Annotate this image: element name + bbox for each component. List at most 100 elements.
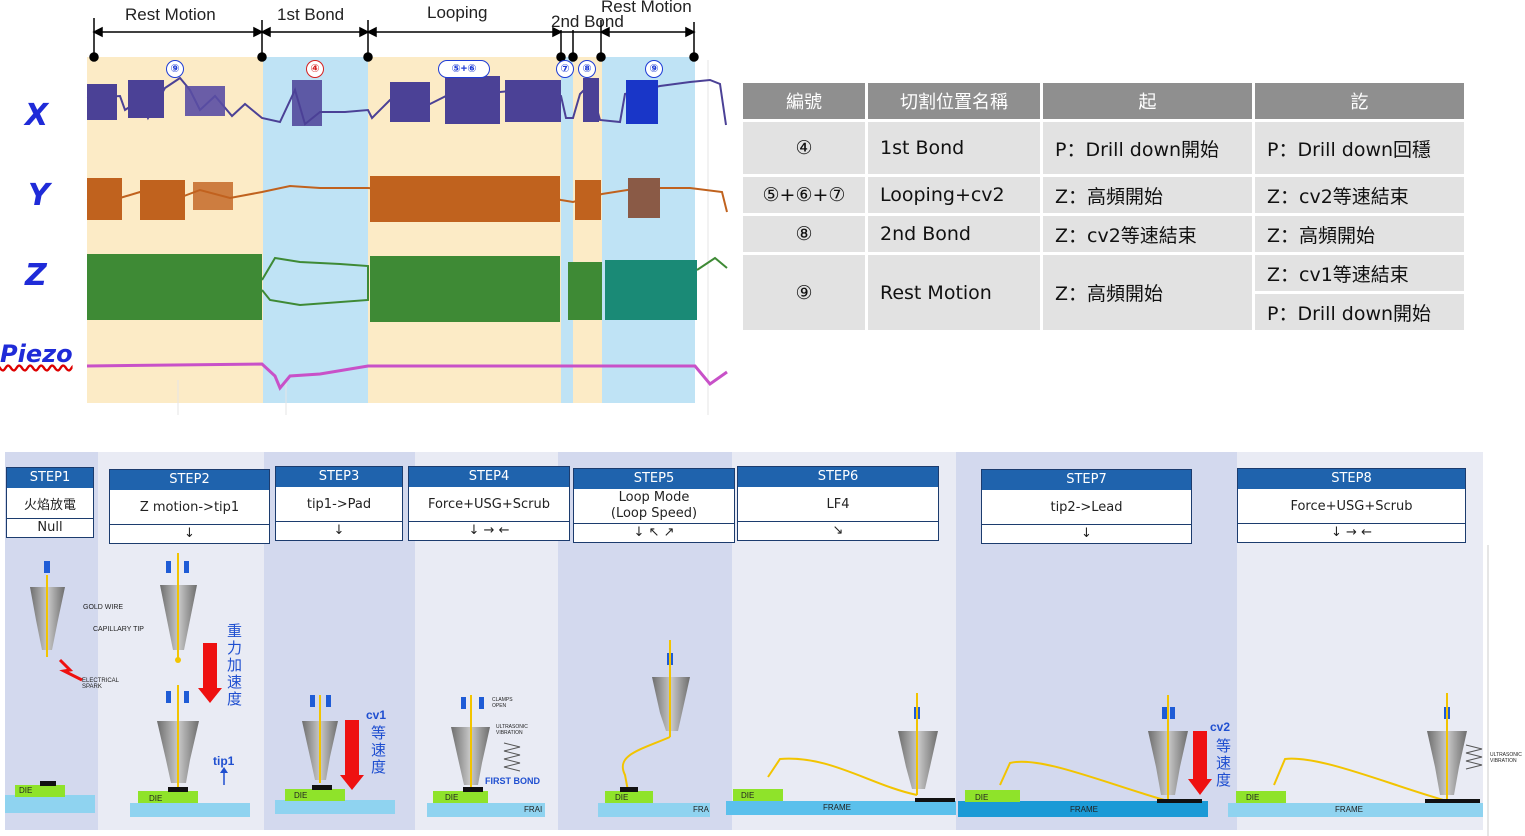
cell-name: 2nd Bond xyxy=(868,216,1040,252)
cell-end: Z：cv2等速結束 xyxy=(1255,177,1464,213)
label-const-speed-1: 等速度 xyxy=(369,725,387,776)
label-cv1: cv1 xyxy=(366,708,387,722)
step6-header: STEP6 xyxy=(738,467,938,487)
axis-label-z: Z xyxy=(25,258,47,293)
label-capillary-tip: CAPILLARY TIP xyxy=(93,626,144,633)
step5-desc: Loop Mode (Loop Speed) xyxy=(574,489,734,524)
label-frame-6: FRAME xyxy=(823,803,851,812)
label-cv2: cv2 xyxy=(1210,720,1231,734)
segment-label-looping: Looping xyxy=(427,3,488,22)
step1-desc: 火焰放電 xyxy=(7,488,93,519)
step5-header: STEP5 xyxy=(574,469,734,489)
cell-start: Z：高頻開始 xyxy=(1043,255,1252,330)
step4-diagram xyxy=(427,695,545,817)
label-die-1: DIE xyxy=(19,786,33,795)
step3-desc: tip1->Pad xyxy=(276,487,402,522)
axis-label-y: Y xyxy=(28,178,50,213)
cell-id: ⑤+⑥+⑦ xyxy=(743,177,865,213)
step6-diagram xyxy=(726,693,956,815)
signal-piezo xyxy=(86,362,728,391)
signal-z xyxy=(87,254,728,322)
label-gold-wire: GOLD WIRE xyxy=(83,604,124,611)
table-row: ⑧ 2nd Bond Z：cv2等速結束 Z：高頻開始 xyxy=(743,216,1464,252)
cell-start: Z：高頻開始 xyxy=(1043,177,1252,213)
cell-end: Z：cv1等速結束 xyxy=(1255,255,1464,291)
step1-box: STEP1 火焰放電 Null xyxy=(6,467,94,538)
label-ultrasonic: ULTRASONIC VIBRATION xyxy=(496,724,528,736)
signal-x xyxy=(86,76,727,126)
marker-8: ⑧ xyxy=(578,60,596,78)
cell-end: Z：高頻開始 xyxy=(1255,216,1464,252)
step2-diagram xyxy=(130,553,250,817)
table-row: ⑨ Rest Motion Z：高頻開始 Z：cv1等速結束 xyxy=(743,255,1464,330)
step7-diagram xyxy=(958,695,1212,817)
step4-box: STEP4 Force+USG+Scrub ↓ → ← xyxy=(408,466,570,541)
step1-diagram xyxy=(5,561,95,813)
step7-box: STEP7 tip2->Lead ↓ xyxy=(981,469,1192,544)
label-gravity: 重力加速度 xyxy=(225,623,243,708)
dimension-line xyxy=(89,18,699,62)
table-header-id: 編號 xyxy=(743,83,865,119)
table-row: ④ 1st Bond P：Drill down開始 P：Drill down回穩 xyxy=(743,122,1464,174)
label-electrical-spark: ELECTRICAL SPARK xyxy=(82,678,119,690)
step5-arrow: ↓ ↖ ↗ xyxy=(633,525,675,540)
label-frame-7: FRAME xyxy=(1070,805,1098,814)
step8-arrow: ↓ → ← xyxy=(1331,525,1372,540)
cut-position-table: 編號 切割位置名稱 起 訖 ④ 1st Bond P：Drill down開始 … xyxy=(740,80,1467,333)
cell-end-2: P：Drill down開始 xyxy=(1255,294,1464,330)
segment-label-rest-motion-2: Rest Motion xyxy=(601,0,692,16)
step5-box: STEP5 Loop Mode (Loop Speed) ↓ ↖ ↗ xyxy=(573,468,735,543)
step8-diagram xyxy=(1228,693,1483,817)
cell-id: ⑧ xyxy=(743,216,865,252)
cell-start: Z：cv2等速結束 xyxy=(1043,216,1252,252)
step2-box: STEP2 Z motion->tip1 ↓ xyxy=(109,469,270,544)
step4-header: STEP4 xyxy=(409,467,569,487)
label-die-6: DIE xyxy=(741,791,755,800)
step7-header: STEP7 xyxy=(982,470,1191,490)
label-die-3: DIE xyxy=(294,791,308,800)
step2-arrow: ↓ xyxy=(184,526,195,541)
table-row: ⑤+⑥+⑦ Looping+cv2 Z：高頻開始 Z：cv2等速結束 xyxy=(743,177,1464,213)
marker-9b: ⑨ xyxy=(645,60,663,78)
marker-7: ⑦ xyxy=(556,60,574,78)
label-die-7: DIE xyxy=(975,793,989,802)
step8-header: STEP8 xyxy=(1238,469,1465,489)
cell-name: 1st Bond xyxy=(868,122,1040,174)
step7-desc: tip2->Lead xyxy=(982,490,1191,525)
segment-label-1st-bond: 1st Bond xyxy=(277,5,345,24)
step2-header: STEP2 xyxy=(110,470,269,490)
cell-id: ④ xyxy=(743,122,865,174)
label-clamps-open: CLAMPS OPEN xyxy=(492,697,513,709)
cell-start: P：Drill down開始 xyxy=(1043,122,1252,174)
label-frame-5: FRA xyxy=(693,805,709,814)
cell-name: Looping+cv2 xyxy=(868,177,1040,213)
step2-desc: Z motion->tip1 xyxy=(110,490,269,525)
label-const-speed-2: 等速度 xyxy=(1214,738,1232,789)
table-header-start: 起 xyxy=(1043,83,1252,119)
label-frame-4: FRAI xyxy=(524,805,543,814)
segment-label-2nd-bond: 2nd Bond xyxy=(551,12,624,31)
label-ultrasonic-2: ULTRASONIC VIBRATION xyxy=(1490,752,1522,764)
label-frame-8: FRAME xyxy=(1335,805,1363,814)
step3-diagram xyxy=(275,695,395,814)
step3-header: STEP3 xyxy=(276,467,402,487)
signal-y xyxy=(86,176,728,222)
label-tip1: tip1 xyxy=(213,754,235,768)
cell-id: ⑨ xyxy=(743,255,865,330)
bonding-step-diagrams xyxy=(5,545,1489,836)
marker-9: ⑨ xyxy=(166,60,184,78)
step4-arrow: ↓ → ← xyxy=(468,523,510,538)
cell-end: P：Drill down回穩 xyxy=(1255,122,1464,174)
marker-5-6: ⑤+⑥ xyxy=(438,60,490,78)
timing-chart xyxy=(86,18,728,415)
step1-arrow: Null xyxy=(37,520,63,535)
region-cv2 xyxy=(561,57,573,403)
label-die-5: DIE xyxy=(615,793,629,802)
axis-label-piezo: Piezo xyxy=(0,340,73,368)
step8-desc: Force+USG+Scrub xyxy=(1238,489,1465,524)
marker-4: ④ xyxy=(306,60,324,78)
label-die-4: DIE xyxy=(445,793,459,802)
segment-label-rest-motion: Rest Motion xyxy=(125,5,216,24)
step4-desc: Force+USG+Scrub xyxy=(409,487,569,522)
step6-desc: LF4 xyxy=(738,487,938,522)
